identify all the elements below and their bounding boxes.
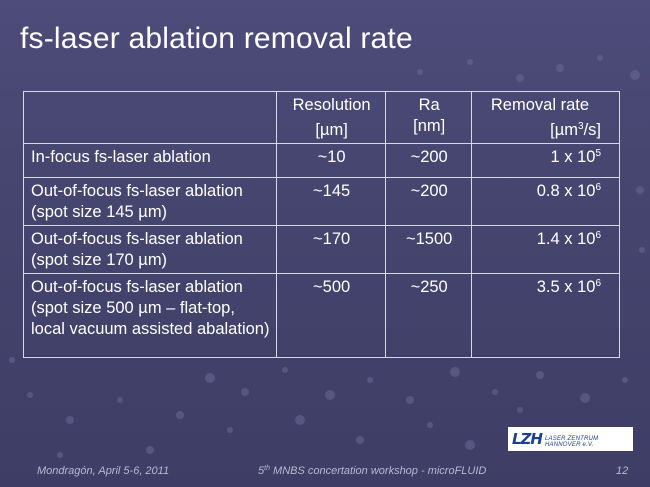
row-removal-rate: 3.5 x 106 (470, 273, 621, 358)
row-resolution: ~500 (275, 273, 387, 358)
row-label-line: Out-of-focus fs-laser ablation (31, 182, 243, 200)
lzh-logo-mark: LZH (512, 430, 543, 448)
row-label: Out-of-focus fs-laser ablation (spot siz… (23, 177, 277, 226)
header-removal-rate-unit: [µm3/s] (550, 121, 601, 139)
row-label-line: (spot size 170 µm) (31, 251, 168, 269)
removal-rate-table: Resolution [µm] Ra [nm] Removal rate [µm… (23, 91, 621, 358)
header-removal-rate-label: Removal rate (490, 96, 590, 114)
lzh-logo-text: LASER ZENTRUM HANNOVER e.V. (545, 436, 599, 448)
footer-page-number: 12 (616, 465, 629, 477)
header-resolution: Resolution [µm] (275, 91, 387, 144)
row-label: Out-of-focus fs-laser ablation (spot siz… (23, 273, 277, 358)
row-resolution: ~170 (275, 225, 387, 274)
header-empty-cell (23, 91, 277, 144)
table-row: Out-of-focus fs-laser ablation (spot siz… (23, 177, 621, 226)
table-header-row: Resolution [µm] Ra [nm] Removal rate [µm… (23, 91, 621, 144)
row-removal-rate: 0.8 x 106 (470, 177, 621, 226)
table-row: Out-of-focus fs-laser ablation (spot siz… (23, 225, 621, 274)
footer-date-location: Mondragón, April 5-6, 2011 (37, 465, 170, 477)
row-resolution: ~145 (275, 177, 387, 226)
lzh-logo: LZH LASER ZENTRUM HANNOVER e.V. (508, 427, 633, 451)
header-resolution-label: Resolution (292, 96, 371, 114)
row-removal-rate: 1 x 105 (470, 143, 621, 178)
slide-title: fs-laser ablation removal rate (20, 22, 413, 55)
header-ra: Ra [nm] (385, 91, 472, 144)
row-ra: ~200 (385, 143, 472, 178)
row-label-line: (spot size 500 µm – flat-top, (31, 299, 235, 317)
table-row: Out-of-focus fs-laser ablation (spot siz… (23, 273, 621, 358)
header-ra-unit: [nm] (413, 117, 446, 135)
header-ra-label: Ra (418, 96, 440, 114)
row-ra: ~200 (385, 177, 472, 226)
row-label: Out-of-focus fs-laser ablation (spot siz… (23, 225, 277, 274)
row-ra: ~1500 (385, 225, 472, 274)
table-row: In-focus fs-laser ablation ~10 ~200 1 x … (23, 143, 621, 178)
header-resolution-unit: [µm] (315, 121, 348, 139)
row-label-line: (spot size 145 µm) (31, 203, 168, 221)
footer-event: 5th MNBS concertation workshop - microFL… (258, 465, 487, 477)
row-resolution: ~10 (275, 143, 387, 178)
header-removal-rate: Removal rate [µm3/s] (470, 91, 621, 144)
row-label-line: In-focus fs-laser ablation (31, 148, 211, 166)
row-label-line: Out-of-focus fs-laser ablation (31, 278, 243, 296)
row-removal-rate: 1.4 x 106 (470, 225, 621, 274)
row-ra: ~250 (385, 273, 472, 358)
row-label-line: Out-of-focus fs-laser ablation (31, 230, 243, 248)
row-label: In-focus fs-laser ablation (23, 143, 277, 178)
row-label-line: local vacuum assisted abalation) (31, 320, 270, 338)
